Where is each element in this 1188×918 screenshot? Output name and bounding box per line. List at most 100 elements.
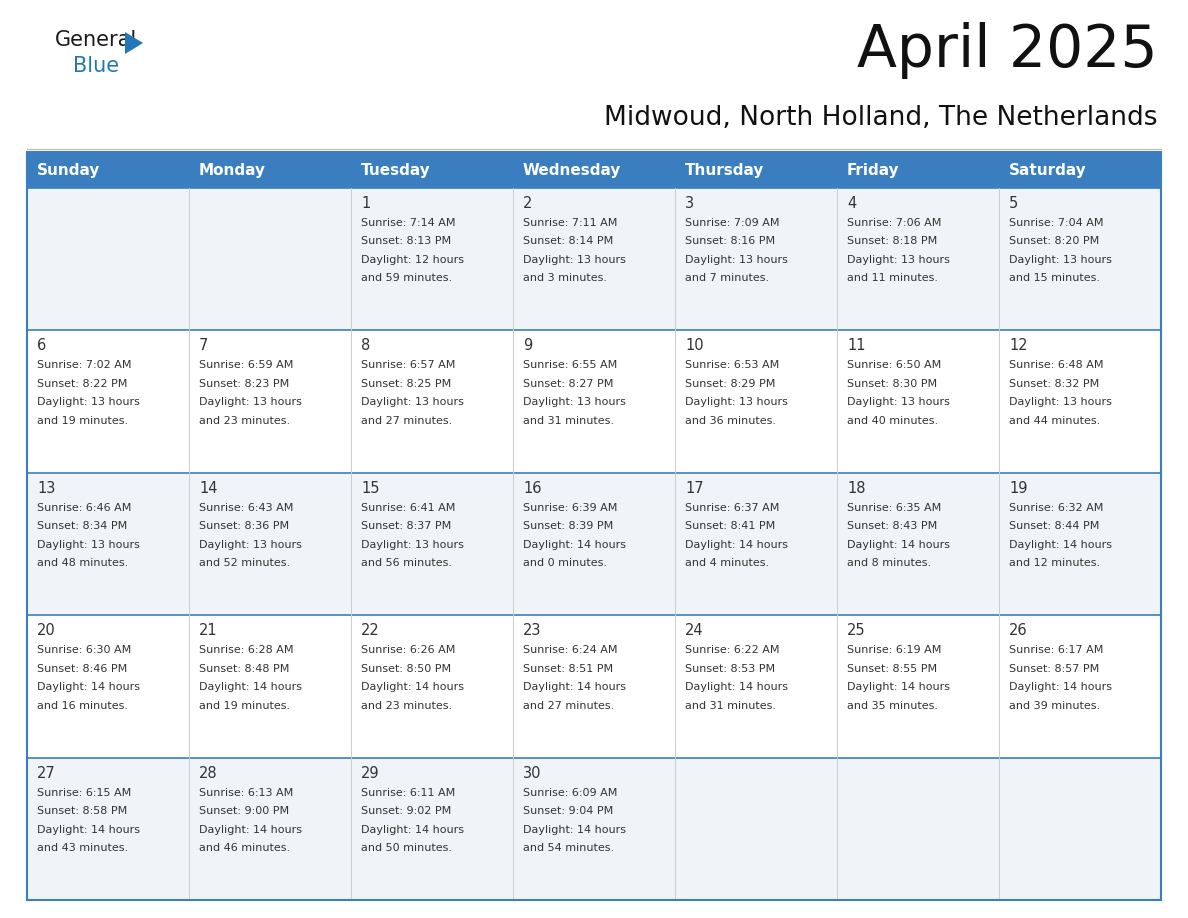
Text: 28: 28	[200, 766, 217, 780]
Text: Midwoud, North Holland, The Netherlands: Midwoud, North Holland, The Netherlands	[605, 105, 1158, 131]
Text: Sunset: 8:46 PM: Sunset: 8:46 PM	[37, 664, 127, 674]
Text: Sunrise: 7:09 AM: Sunrise: 7:09 AM	[685, 218, 779, 228]
Text: and 46 minutes.: and 46 minutes.	[200, 843, 290, 853]
Text: 3: 3	[685, 196, 694, 211]
Text: Daylight: 13 hours: Daylight: 13 hours	[200, 397, 302, 408]
Text: and 12 minutes.: and 12 minutes.	[1009, 558, 1100, 568]
Text: 18: 18	[847, 481, 866, 496]
Text: 17: 17	[685, 481, 703, 496]
Text: Sunrise: 6:59 AM: Sunrise: 6:59 AM	[200, 361, 293, 370]
Text: 7: 7	[200, 339, 208, 353]
Bar	[27, 152, 1161, 900]
Text: Sunset: 8:44 PM: Sunset: 8:44 PM	[1009, 521, 1099, 532]
Text: Sunrise: 6:15 AM: Sunrise: 6:15 AM	[37, 788, 131, 798]
Text: Sunrise: 7:11 AM: Sunrise: 7:11 AM	[523, 218, 618, 228]
Text: 13: 13	[37, 481, 56, 496]
Text: and 11 minutes.: and 11 minutes.	[847, 274, 939, 284]
Text: General: General	[55, 30, 138, 50]
Bar	[27, 615, 1161, 757]
Text: Sunrise: 7:14 AM: Sunrise: 7:14 AM	[361, 218, 455, 228]
Text: Sunrise: 6:30 AM: Sunrise: 6:30 AM	[37, 645, 131, 655]
Text: Daylight: 14 hours: Daylight: 14 hours	[200, 682, 302, 692]
Text: 11: 11	[847, 339, 866, 353]
Text: 26: 26	[1009, 623, 1028, 638]
Bar	[27, 330, 1161, 473]
Text: Daylight: 13 hours: Daylight: 13 hours	[523, 255, 626, 265]
Text: Sunrise: 6:22 AM: Sunrise: 6:22 AM	[685, 645, 779, 655]
Text: and 52 minutes.: and 52 minutes.	[200, 558, 290, 568]
Text: Sunset: 8:25 PM: Sunset: 8:25 PM	[361, 379, 451, 389]
Text: and 56 minutes.: and 56 minutes.	[361, 558, 451, 568]
Text: Sunrise: 6:39 AM: Sunrise: 6:39 AM	[523, 503, 618, 513]
Text: and 7 minutes.: and 7 minutes.	[685, 274, 769, 284]
Text: Daylight: 14 hours: Daylight: 14 hours	[523, 540, 626, 550]
Bar	[675, 152, 838, 188]
Text: Sunrise: 6:35 AM: Sunrise: 6:35 AM	[847, 503, 941, 513]
Text: Sunrise: 6:41 AM: Sunrise: 6:41 AM	[361, 503, 455, 513]
Text: Monday: Monday	[200, 162, 266, 177]
Text: 12: 12	[1009, 339, 1028, 353]
Text: Sunset: 8:16 PM: Sunset: 8:16 PM	[685, 237, 775, 247]
Bar	[27, 473, 1161, 615]
Text: Daylight: 14 hours: Daylight: 14 hours	[200, 824, 302, 834]
Text: and 15 minutes.: and 15 minutes.	[1009, 274, 1100, 284]
Text: and 48 minutes.: and 48 minutes.	[37, 558, 128, 568]
Text: Sunset: 8:36 PM: Sunset: 8:36 PM	[200, 521, 289, 532]
Text: Tuesday: Tuesday	[361, 162, 431, 177]
Text: Sunset: 8:14 PM: Sunset: 8:14 PM	[523, 237, 613, 247]
Text: and 59 minutes.: and 59 minutes.	[361, 274, 453, 284]
Text: Sunset: 8:39 PM: Sunset: 8:39 PM	[523, 521, 613, 532]
Bar	[27, 188, 1161, 330]
Text: Daylight: 13 hours: Daylight: 13 hours	[361, 397, 463, 408]
Text: Sunrise: 6:11 AM: Sunrise: 6:11 AM	[361, 788, 455, 798]
Text: Sunrise: 6:28 AM: Sunrise: 6:28 AM	[200, 645, 293, 655]
Text: Daylight: 14 hours: Daylight: 14 hours	[1009, 682, 1112, 692]
Text: and 31 minutes.: and 31 minutes.	[685, 700, 776, 711]
Text: 24: 24	[685, 623, 703, 638]
Text: 15: 15	[361, 481, 379, 496]
Text: Sunset: 8:58 PM: Sunset: 8:58 PM	[37, 806, 127, 816]
Text: Sunrise: 6:43 AM: Sunrise: 6:43 AM	[200, 503, 293, 513]
Text: 2: 2	[523, 196, 532, 211]
Text: 4: 4	[847, 196, 857, 211]
Text: Sunrise: 6:48 AM: Sunrise: 6:48 AM	[1009, 361, 1104, 370]
Text: 21: 21	[200, 623, 217, 638]
Text: Sunset: 8:34 PM: Sunset: 8:34 PM	[37, 521, 127, 532]
Text: Sunset: 8:57 PM: Sunset: 8:57 PM	[1009, 664, 1099, 674]
Text: Daylight: 13 hours: Daylight: 13 hours	[847, 255, 950, 265]
Text: Daylight: 13 hours: Daylight: 13 hours	[847, 397, 950, 408]
Text: and 40 minutes.: and 40 minutes.	[847, 416, 939, 426]
Text: Sunset: 8:43 PM: Sunset: 8:43 PM	[847, 521, 937, 532]
Text: Daylight: 14 hours: Daylight: 14 hours	[847, 540, 950, 550]
Text: Sunrise: 6:19 AM: Sunrise: 6:19 AM	[847, 645, 941, 655]
Bar	[838, 152, 999, 188]
Text: Sunset: 8:13 PM: Sunset: 8:13 PM	[361, 237, 451, 247]
Text: Wednesday: Wednesday	[523, 162, 621, 177]
Text: Sunset: 8:30 PM: Sunset: 8:30 PM	[847, 379, 937, 389]
Text: and 8 minutes.: and 8 minutes.	[847, 558, 931, 568]
Text: Daylight: 14 hours: Daylight: 14 hours	[37, 682, 140, 692]
Text: April 2025: April 2025	[858, 22, 1158, 79]
Text: Daylight: 13 hours: Daylight: 13 hours	[523, 397, 626, 408]
Text: Daylight: 14 hours: Daylight: 14 hours	[685, 682, 788, 692]
Text: 29: 29	[361, 766, 380, 780]
Text: and 54 minutes.: and 54 minutes.	[523, 843, 614, 853]
Text: 27: 27	[37, 766, 56, 780]
Polygon shape	[125, 32, 143, 54]
Text: 1: 1	[361, 196, 371, 211]
Text: Sunrise: 6:09 AM: Sunrise: 6:09 AM	[523, 788, 618, 798]
Text: Sunrise: 6:46 AM: Sunrise: 6:46 AM	[37, 503, 132, 513]
Text: Sunset: 8:48 PM: Sunset: 8:48 PM	[200, 664, 290, 674]
Text: Sunday: Sunday	[37, 162, 100, 177]
Text: and 19 minutes.: and 19 minutes.	[200, 700, 290, 711]
Text: Sunrise: 6:13 AM: Sunrise: 6:13 AM	[200, 788, 293, 798]
Text: Sunset: 8:32 PM: Sunset: 8:32 PM	[1009, 379, 1099, 389]
Text: and 43 minutes.: and 43 minutes.	[37, 843, 128, 853]
Text: Sunset: 8:55 PM: Sunset: 8:55 PM	[847, 664, 937, 674]
Text: Daylight: 13 hours: Daylight: 13 hours	[361, 540, 463, 550]
Text: and 16 minutes.: and 16 minutes.	[37, 700, 128, 711]
Bar	[513, 152, 675, 188]
Text: 5: 5	[1009, 196, 1018, 211]
Text: Friday: Friday	[847, 162, 899, 177]
Text: Sunset: 8:51 PM: Sunset: 8:51 PM	[523, 664, 613, 674]
